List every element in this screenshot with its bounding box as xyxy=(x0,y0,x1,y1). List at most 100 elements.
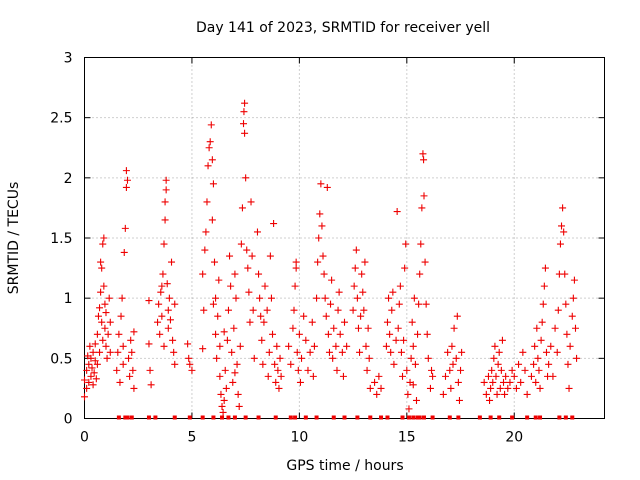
data-point xyxy=(207,121,215,129)
data-point xyxy=(373,390,381,398)
data-point xyxy=(127,336,135,344)
data-point xyxy=(319,252,327,260)
data-point xyxy=(277,372,285,380)
data-point xyxy=(233,360,241,368)
data-point xyxy=(186,360,194,368)
data-point xyxy=(214,312,222,320)
data-point xyxy=(171,300,179,308)
data-point xyxy=(265,348,273,356)
data-point xyxy=(325,348,333,356)
data-point xyxy=(360,306,368,314)
data-point xyxy=(339,372,347,380)
data-point xyxy=(495,348,503,356)
data-point xyxy=(215,276,223,284)
data-point xyxy=(439,390,447,398)
data-point xyxy=(273,342,281,350)
data-point xyxy=(392,336,400,344)
zero-data-point xyxy=(430,415,435,420)
data-point xyxy=(428,366,436,374)
data-point xyxy=(247,198,255,206)
data-point xyxy=(540,282,548,290)
data-point xyxy=(566,342,574,350)
data-point xyxy=(162,186,170,194)
data-point xyxy=(91,357,99,365)
data-point xyxy=(452,354,460,362)
data-point xyxy=(116,378,124,386)
data-point xyxy=(489,378,497,386)
data-point xyxy=(559,204,567,212)
data-point xyxy=(484,372,492,380)
data-point xyxy=(204,162,212,170)
x-tick-label: 10 xyxy=(290,430,308,446)
x-tick-label: 0 xyxy=(80,430,89,446)
data-point xyxy=(362,342,370,350)
data-point xyxy=(263,306,271,314)
data-point xyxy=(502,372,510,380)
data-point xyxy=(166,316,174,324)
data-point xyxy=(336,330,344,338)
data-point xyxy=(83,384,91,392)
data-point xyxy=(188,366,196,374)
data-point xyxy=(242,174,250,182)
data-point xyxy=(121,224,129,232)
data-point xyxy=(535,366,543,374)
data-point xyxy=(561,270,569,278)
data-point xyxy=(415,300,423,308)
data-point xyxy=(93,360,101,368)
data-point xyxy=(388,306,396,314)
data-point xyxy=(359,288,367,296)
zero-data-point xyxy=(538,415,543,420)
zero-data-point xyxy=(331,415,336,420)
data-point xyxy=(492,372,500,380)
data-point xyxy=(99,240,107,248)
data-point xyxy=(420,192,428,200)
data-point xyxy=(329,354,337,362)
data-point xyxy=(231,369,239,377)
data-point xyxy=(270,220,278,228)
data-point xyxy=(573,354,581,362)
zero-data-point xyxy=(129,415,134,420)
data-point xyxy=(155,300,163,308)
zero-data-point xyxy=(125,415,130,420)
data-point xyxy=(266,252,274,260)
data-point xyxy=(419,150,427,158)
zero-data-point xyxy=(226,415,231,420)
data-point xyxy=(405,405,413,413)
data-point xyxy=(255,270,263,278)
data-point xyxy=(146,366,154,374)
data-point xyxy=(545,360,553,368)
data-point xyxy=(224,306,232,314)
data-point xyxy=(87,372,95,380)
data-point xyxy=(292,258,300,266)
zero-data-point xyxy=(187,415,192,420)
zero-data-point xyxy=(379,415,384,420)
data-point xyxy=(412,396,420,404)
data-point xyxy=(276,354,284,362)
data-point xyxy=(357,312,365,320)
data-point xyxy=(491,342,499,350)
zero-data-point xyxy=(525,415,530,420)
data-point xyxy=(221,366,229,374)
data-point xyxy=(105,294,113,302)
data-point xyxy=(211,258,218,266)
data-point xyxy=(213,354,221,362)
data-point xyxy=(537,336,545,344)
data-point xyxy=(493,390,501,398)
data-point xyxy=(417,240,425,248)
data-point xyxy=(356,348,364,356)
data-point xyxy=(285,342,293,350)
data-point xyxy=(238,204,246,212)
y-axis-label: SRMTID / TECUs xyxy=(6,182,22,295)
data-point xyxy=(532,378,540,386)
data-point xyxy=(163,280,171,288)
data-point xyxy=(328,276,336,284)
data-point xyxy=(249,306,257,314)
data-point xyxy=(570,276,578,284)
data-point xyxy=(237,240,245,248)
data-point xyxy=(101,300,109,308)
data-point xyxy=(102,309,110,317)
data-point xyxy=(232,294,240,302)
data-point xyxy=(208,156,216,164)
data-point xyxy=(94,312,102,320)
data-point xyxy=(103,354,111,362)
